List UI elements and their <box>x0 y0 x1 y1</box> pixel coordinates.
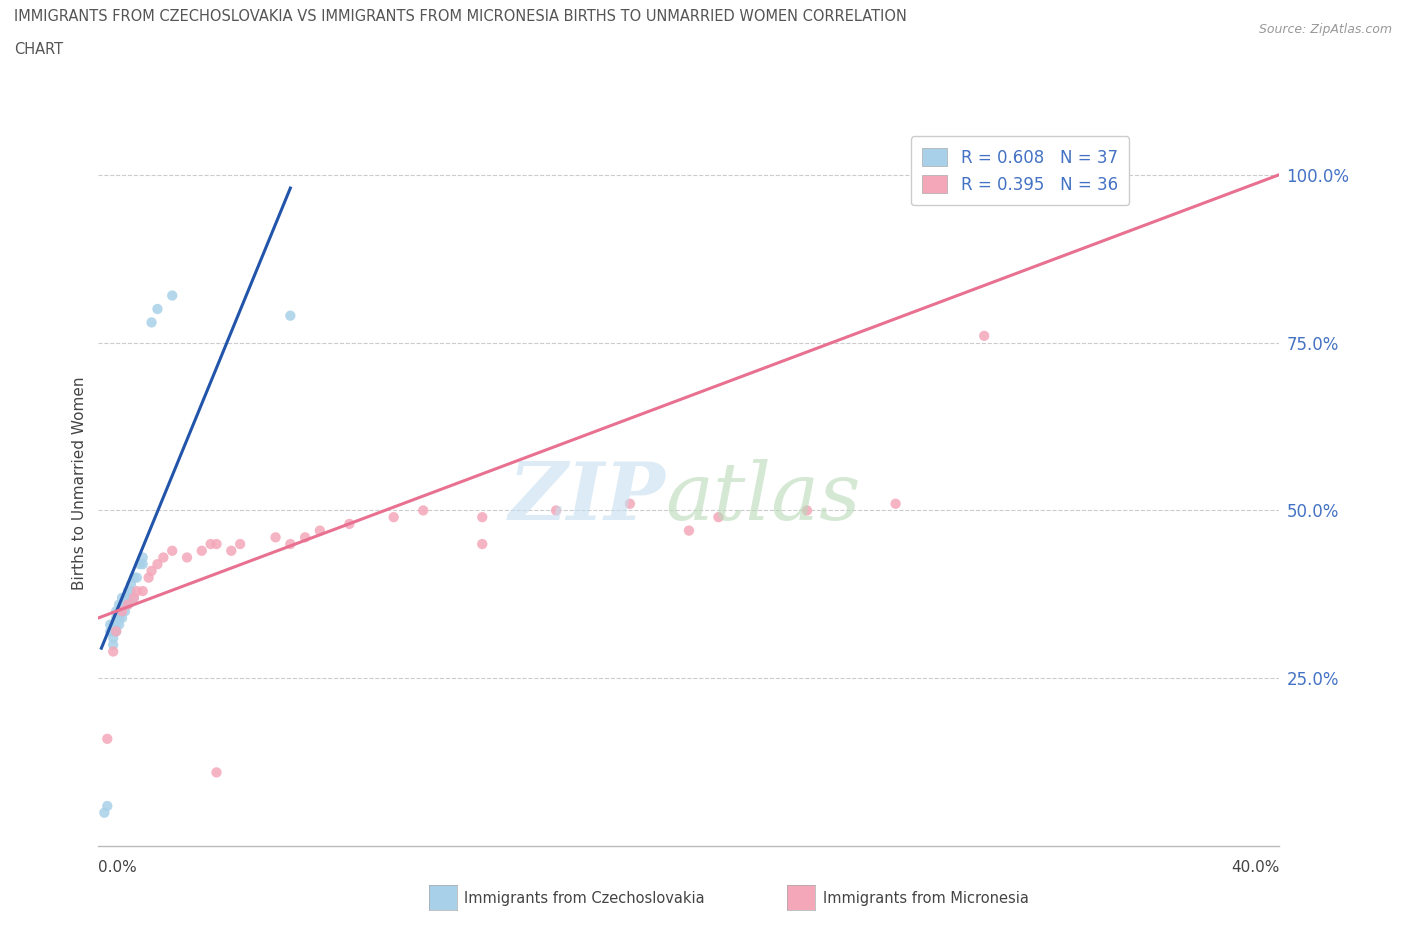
Point <box>278 308 302 323</box>
Point <box>108 618 131 632</box>
Point <box>111 597 134 612</box>
Point <box>546 503 568 518</box>
Point <box>141 315 163 330</box>
Point <box>96 731 118 746</box>
Point <box>98 624 121 639</box>
Point <box>382 510 405 525</box>
Point <box>108 604 131 618</box>
Point <box>103 624 125 639</box>
Point <box>111 604 134 618</box>
Point <box>103 631 125 645</box>
Point <box>796 503 818 518</box>
Point <box>122 570 145 585</box>
Point <box>117 597 139 612</box>
Point <box>122 591 145 605</box>
Point <box>105 610 128 625</box>
Point <box>229 537 252 551</box>
Point <box>205 765 228 780</box>
Point <box>205 537 228 551</box>
Point <box>162 543 183 558</box>
Text: ZIP: ZIP <box>509 459 665 537</box>
Point <box>264 530 287 545</box>
Point <box>111 591 134 605</box>
Point <box>339 516 360 531</box>
Point <box>132 550 155 565</box>
Point <box>114 604 136 618</box>
Point <box>122 591 145 605</box>
Point <box>108 610 131 625</box>
Point <box>412 503 434 518</box>
Point <box>114 597 136 612</box>
Y-axis label: Births to Unmarried Women: Births to Unmarried Women <box>72 377 87 591</box>
Point <box>294 530 316 545</box>
Point <box>103 618 125 632</box>
Point <box>96 799 118 814</box>
Point <box>884 497 907 512</box>
Point <box>103 644 125 659</box>
Point <box>132 557 155 572</box>
Text: Immigrants from Micronesia: Immigrants from Micronesia <box>823 891 1028 906</box>
Point <box>973 328 995 343</box>
Point <box>93 805 115 820</box>
Legend: R = 0.608   N = 37, R = 0.395   N = 36: R = 0.608 N = 37, R = 0.395 N = 36 <box>911 137 1129 206</box>
Point <box>114 591 136 605</box>
Point <box>471 510 494 525</box>
Point <box>191 543 214 558</box>
Point <box>707 510 730 525</box>
Point <box>141 564 163 578</box>
Point <box>98 618 121 632</box>
Text: Immigrants from Czechoslovakia: Immigrants from Czechoslovakia <box>464 891 704 906</box>
Point <box>120 577 142 591</box>
Point <box>619 497 641 512</box>
Point <box>176 550 198 565</box>
Point <box>200 537 222 551</box>
Point <box>138 570 160 585</box>
Point <box>278 537 302 551</box>
Point <box>125 584 148 599</box>
Point <box>108 597 131 612</box>
Text: atlas: atlas <box>665 459 860 537</box>
Text: 0.0%: 0.0% <box>98 860 138 875</box>
Point <box>117 584 139 599</box>
Point <box>105 624 128 639</box>
Point <box>125 570 148 585</box>
Point <box>103 637 125 652</box>
Point <box>219 543 242 558</box>
Text: IMMIGRANTS FROM CZECHOSLOVAKIA VS IMMIGRANTS FROM MICRONESIA BIRTHS TO UNMARRIED: IMMIGRANTS FROM CZECHOSLOVAKIA VS IMMIGR… <box>14 9 907 24</box>
Point <box>146 301 169 316</box>
Point <box>152 550 174 565</box>
Point <box>128 557 150 572</box>
Point <box>132 584 155 599</box>
Point <box>105 618 128 632</box>
Point <box>146 557 169 572</box>
Text: Source: ZipAtlas.com: Source: ZipAtlas.com <box>1258 23 1392 36</box>
Point <box>117 597 139 612</box>
Point <box>117 591 139 605</box>
Point <box>678 524 700 538</box>
Text: CHART: CHART <box>14 42 63 57</box>
Point <box>105 604 128 618</box>
Point <box>162 288 183 303</box>
Point <box>120 584 142 599</box>
Point <box>309 524 332 538</box>
Point <box>111 610 134 625</box>
Text: 40.0%: 40.0% <box>1232 860 1279 875</box>
Point <box>471 537 494 551</box>
Point <box>105 624 128 639</box>
